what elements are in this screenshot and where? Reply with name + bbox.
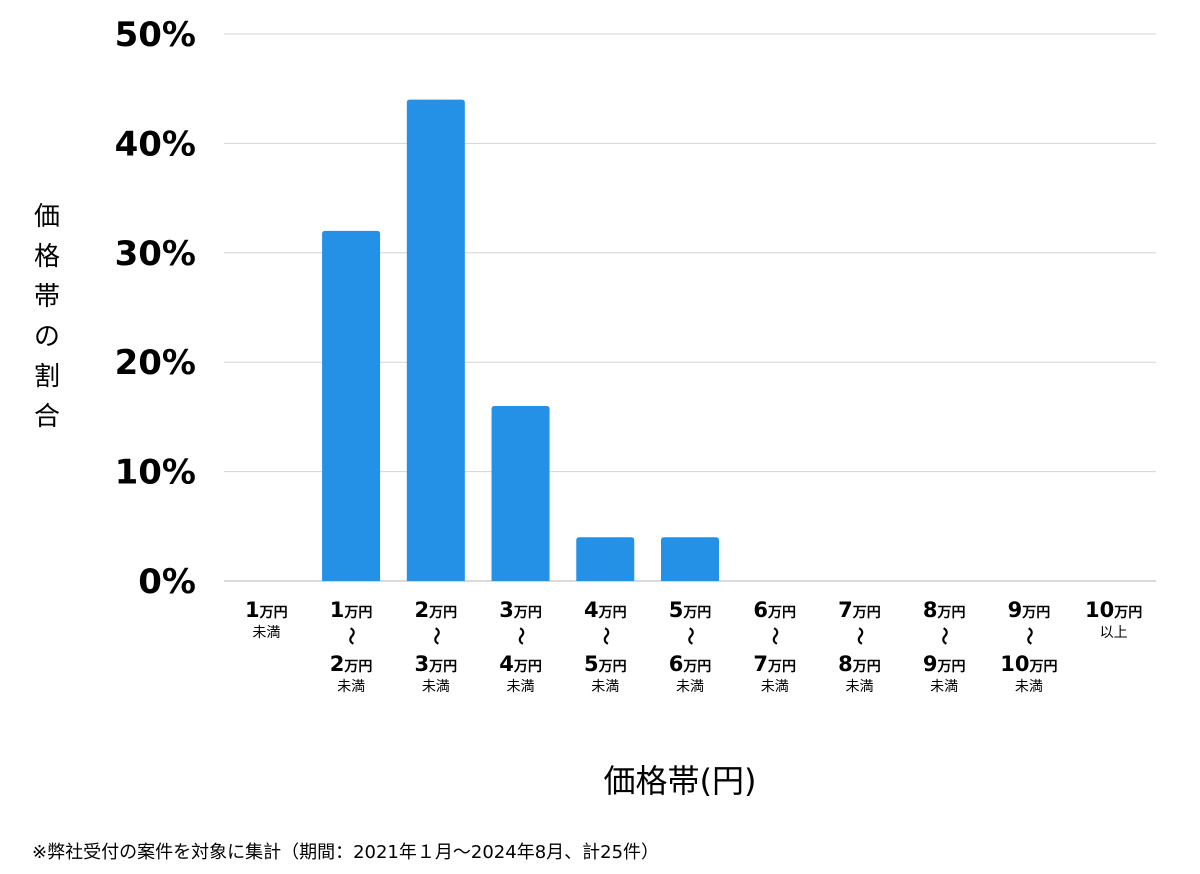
category-note: 未満: [761, 679, 789, 695]
category-price: 4万円: [584, 598, 627, 622]
range-tilde: 〜: [679, 627, 700, 645]
category-note: 未満: [422, 679, 450, 695]
footnote: ※弊社受付の案件を対象に集計（期間：2021年１月〜2024年8月、計25件）: [32, 842, 660, 863]
category-price: 6万円: [669, 652, 712, 676]
category-price: 3万円: [415, 652, 458, 676]
range-tilde: 〜: [764, 627, 785, 645]
x-axis-label: 価格帯(円): [603, 762, 757, 800]
category-price: 1万円: [330, 598, 373, 622]
category-note: 未満: [676, 679, 704, 695]
category-price: 6万円: [753, 598, 796, 622]
range-tilde: 〜: [510, 627, 531, 645]
bar: [576, 537, 635, 581]
y-tick-label: 50%: [115, 15, 196, 55]
y-tick-labels: 0% 10% 20% 30% 40% 50%: [115, 15, 196, 602]
bar: [661, 537, 719, 581]
category-price: 8万円: [923, 598, 966, 622]
category-note: 未満: [252, 625, 280, 641]
y-tick-label: 0%: [138, 562, 196, 602]
category-note: 未満: [930, 679, 958, 695]
x-category-labels: 1万円未満1万円〜2万円未満2万円〜3万円未満3万円〜4万円未満4万円〜5万円未…: [245, 598, 1142, 695]
category-price: 7万円: [838, 598, 881, 622]
category-note: 未満: [845, 679, 873, 695]
y-axis-label-char: 格: [33, 242, 60, 272]
y-axis-label-char: 帯: [33, 282, 60, 312]
y-tick-label: 30%: [115, 234, 196, 274]
y-axis-label-char: 合: [33, 402, 60, 432]
range-tilde: 〜: [933, 627, 954, 645]
category-note: 以上: [1100, 625, 1128, 641]
range-tilde: 〜: [1018, 627, 1039, 645]
category-note: 未満: [591, 679, 619, 695]
category-price: 3万円: [499, 598, 542, 622]
bar: [406, 99, 465, 581]
category-price: 10万円: [1000, 652, 1057, 676]
y-tick-label: 20%: [115, 343, 196, 383]
category-price: 5万円: [584, 652, 627, 676]
range-tilde: 〜: [340, 627, 361, 645]
range-tilde: 〜: [594, 627, 615, 645]
category-note: 未満: [1015, 679, 1043, 695]
category-price: 9万円: [1008, 598, 1051, 622]
category-price: 2万円: [330, 652, 373, 676]
category-price: 7万円: [753, 652, 796, 676]
y-tick-label: 40%: [115, 124, 196, 164]
category-price: 4万円: [499, 652, 542, 676]
y-axis-label-char: の: [33, 322, 60, 352]
category-note: 未満: [337, 679, 365, 695]
y-axis-label-char: 割: [33, 362, 60, 392]
category-price: 5万円: [669, 598, 712, 622]
y-axis-label-char: 価: [33, 202, 60, 232]
category-price: 10万円: [1085, 598, 1142, 622]
category-price: 2万円: [415, 598, 458, 622]
category-price: 1万円: [245, 598, 288, 622]
range-tilde: 〜: [425, 627, 446, 645]
range-tilde: 〜: [848, 627, 869, 645]
category-note: 未満: [507, 679, 535, 695]
category-price: 9万円: [923, 652, 966, 676]
category-price: 8万円: [838, 652, 881, 676]
bars: [322, 99, 719, 582]
y-tick-label: 10%: [115, 453, 196, 493]
bar: [491, 405, 550, 581]
bar: [322, 230, 381, 582]
